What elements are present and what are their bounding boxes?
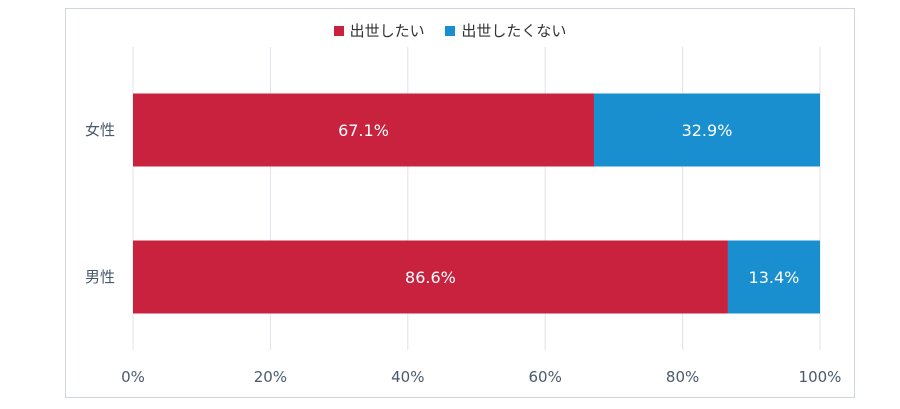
legend-label-not-want: 出世したくない: [461, 22, 567, 40]
data-label: 67.1%: [338, 121, 389, 140]
data-label: 13.4%: [749, 268, 800, 287]
legend-item-not-want: 出世したくない: [445, 20, 566, 41]
category-label: 男性: [85, 268, 115, 286]
x-tick-label: 100%: [799, 368, 842, 386]
data-label: 86.6%: [405, 268, 456, 287]
bar-segment: [133, 240, 728, 314]
legend-swatch-want: [333, 25, 344, 36]
x-tick-label: 80%: [666, 368, 699, 386]
bar-segment: [727, 240, 820, 314]
x-tick-label: 40%: [391, 368, 424, 386]
bar-segment: [133, 93, 594, 167]
category-label: 女性: [85, 121, 115, 139]
chart-frame: [65, 8, 855, 398]
data-label: 32.9%: [682, 121, 733, 140]
x-tick-label: 20%: [254, 368, 287, 386]
x-tick-label: 60%: [529, 368, 562, 386]
legend-swatch-not-want: [445, 25, 456, 36]
legend-item-want: 出世したい: [333, 20, 425, 41]
bar-segment: [593, 93, 820, 167]
x-tick-label: 0%: [121, 368, 145, 386]
legend: 出世したい 出世したくない: [0, 20, 900, 41]
legend-label-want: 出世したい: [349, 22, 425, 40]
